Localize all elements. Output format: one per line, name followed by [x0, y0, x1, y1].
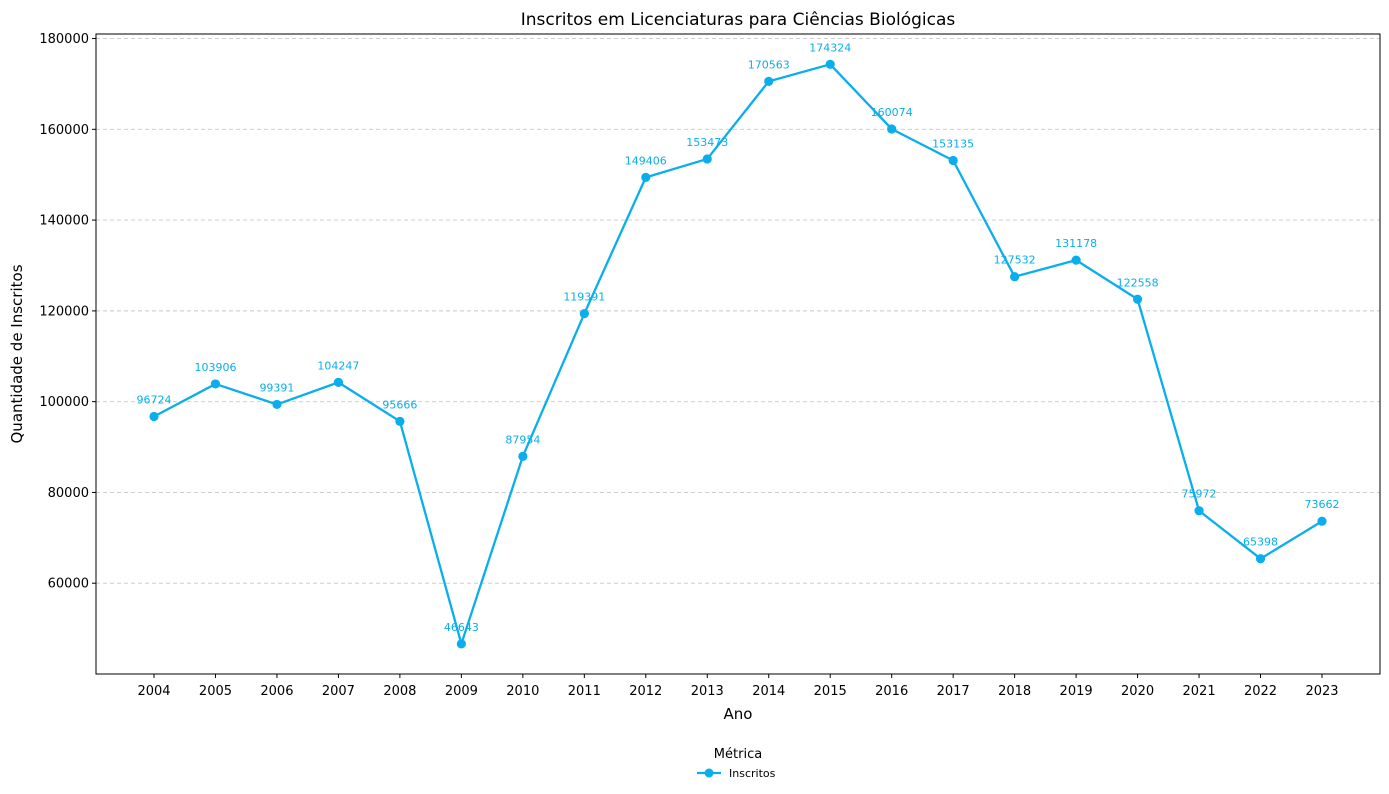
data-point — [702, 154, 712, 164]
y-axis: 60000 80000 100000 120000 140000 160000 180000 — [39, 32, 96, 592]
y-tick-label: 80000 — [48, 486, 89, 501]
x-tick-label: 2010 — [506, 684, 539, 699]
grid-lines — [96, 38, 1380, 584]
data-label: 73662 — [1305, 498, 1340, 511]
x-tick-label: 2020 — [1121, 684, 1154, 699]
data-point — [272, 399, 282, 410]
y-tick-label: 140000 — [39, 214, 89, 229]
data-label: 119391 — [563, 291, 605, 304]
series-inscritos — [149, 59, 1327, 649]
data-label: 174324 — [809, 41, 851, 54]
x-tick-label: 2012 — [629, 684, 662, 699]
x-tick-label: 2016 — [875, 684, 908, 699]
data-label: 75972 — [1182, 488, 1217, 501]
y-tick-label: 180000 — [39, 32, 89, 47]
data-label: 104247 — [317, 359, 359, 372]
y-tick-label: 100000 — [39, 395, 89, 410]
data-label: 170563 — [748, 58, 790, 71]
data-label: 96724 — [137, 394, 172, 407]
x-tick-label: 2013 — [691, 684, 724, 699]
data-label: 153473 — [686, 136, 728, 149]
data-point — [887, 124, 897, 134]
plot-frame — [95, 33, 1381, 675]
series-line — [153, 63, 1323, 645]
data-label: 46643 — [444, 621, 479, 634]
x-tick-label: 2021 — [1183, 684, 1216, 699]
data-point — [1010, 272, 1020, 282]
x-tick-label: 2004 — [137, 684, 170, 699]
data-label: 153135 — [932, 137, 974, 150]
data-labels: 96724 103906 99391 104247 95666 46643 87954 119… — [137, 41, 1340, 634]
data-label: 99391 — [259, 381, 294, 394]
x-tick-label: 2011 — [568, 684, 601, 699]
data-point — [825, 59, 835, 69]
x-tick-label: 2015 — [814, 684, 847, 699]
x-tick-label: 2014 — [752, 684, 785, 699]
x-tick-label: 2006 — [260, 684, 293, 699]
data-point — [1194, 506, 1204, 516]
data-label: 131178 — [1055, 237, 1097, 250]
legend-marker-swatch — [704, 768, 714, 778]
data-point — [395, 416, 405, 426]
x-tick-label: 2018 — [998, 684, 1031, 699]
data-label: 65398 — [1243, 536, 1278, 549]
data-point — [1255, 554, 1266, 564]
legend-title: Métrica — [714, 747, 762, 762]
data-label: 95666 — [382, 398, 417, 411]
data-label: 103906 — [194, 361, 236, 374]
data-point — [1317, 516, 1327, 526]
x-tick-label: 2005 — [199, 684, 232, 699]
data-label: 127532 — [994, 254, 1036, 267]
data-point — [210, 379, 221, 389]
data-label: 149406 — [625, 154, 667, 167]
data-point — [333, 377, 344, 387]
data-label: 160074 — [871, 106, 913, 119]
y-axis-label: Quantidade de Inscritos — [8, 264, 26, 443]
legend-entry-inscritos: Inscritos — [729, 767, 776, 780]
data-point — [1071, 255, 1081, 265]
legend: Métrica Inscritos — [697, 747, 776, 780]
chart-title: Inscritos em Licenciaturas para Ciências… — [521, 10, 956, 30]
y-tick-label: 160000 — [39, 123, 89, 138]
data-point — [948, 155, 958, 166]
data-point — [641, 172, 651, 183]
x-axis: 2004 2005 2006 2007 2008 2009 2010 2011 2012 2013… — [137, 674, 1339, 699]
data-point — [456, 639, 466, 649]
data-label: 122558 — [1117, 276, 1159, 289]
x-tick-label: 2009 — [445, 684, 478, 699]
x-axis-label: Ano — [724, 705, 753, 723]
data-point — [764, 76, 774, 86]
x-tick-label: 2023 — [1305, 684, 1338, 699]
data-point — [518, 451, 528, 461]
data-point — [149, 411, 159, 422]
x-tick-label: 2008 — [383, 684, 416, 699]
x-tick-label: 2022 — [1244, 684, 1277, 699]
data-point — [1132, 294, 1143, 304]
x-tick-label: 2017 — [937, 684, 970, 699]
x-tick-label: 2019 — [1060, 684, 1093, 699]
data-label: 87954 — [505, 433, 540, 446]
y-tick-label: 120000 — [39, 304, 89, 319]
y-tick-label: 60000 — [48, 577, 89, 592]
data-point — [579, 309, 589, 319]
x-tick-label: 2007 — [322, 684, 355, 699]
